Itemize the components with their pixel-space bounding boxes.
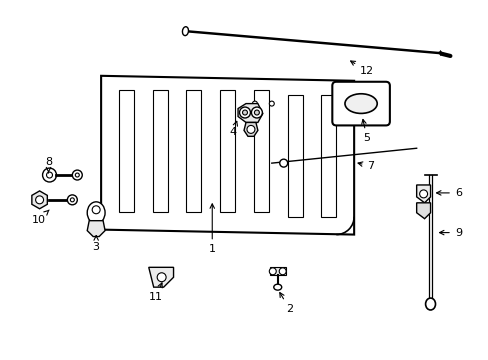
Text: 11: 11 xyxy=(148,283,163,302)
Polygon shape xyxy=(220,90,235,212)
Polygon shape xyxy=(101,76,353,235)
Circle shape xyxy=(269,268,276,275)
Circle shape xyxy=(246,125,254,133)
Circle shape xyxy=(42,168,56,182)
Text: 10: 10 xyxy=(32,210,49,225)
Text: 6: 6 xyxy=(436,188,461,198)
Circle shape xyxy=(242,110,247,115)
Polygon shape xyxy=(152,90,167,212)
Text: 9: 9 xyxy=(439,228,461,238)
Polygon shape xyxy=(253,90,268,212)
Polygon shape xyxy=(32,191,47,209)
Circle shape xyxy=(36,196,43,204)
Ellipse shape xyxy=(344,94,376,113)
Polygon shape xyxy=(238,104,263,122)
Ellipse shape xyxy=(425,298,435,310)
Polygon shape xyxy=(287,95,302,217)
Polygon shape xyxy=(87,221,105,237)
Circle shape xyxy=(92,206,100,214)
Text: 12: 12 xyxy=(350,61,373,76)
Polygon shape xyxy=(269,267,285,275)
Ellipse shape xyxy=(182,27,188,36)
Circle shape xyxy=(70,198,74,202)
Circle shape xyxy=(46,172,52,178)
Polygon shape xyxy=(186,90,201,212)
FancyBboxPatch shape xyxy=(332,82,389,125)
Polygon shape xyxy=(416,185,429,203)
Polygon shape xyxy=(321,95,336,217)
Text: 5: 5 xyxy=(361,120,370,143)
Circle shape xyxy=(67,195,77,205)
Circle shape xyxy=(157,273,166,282)
Text: 7: 7 xyxy=(357,161,374,171)
Circle shape xyxy=(251,107,262,118)
Ellipse shape xyxy=(273,284,281,290)
Text: 4: 4 xyxy=(229,121,237,138)
Text: 8: 8 xyxy=(45,157,52,173)
Text: 2: 2 xyxy=(279,293,293,314)
Polygon shape xyxy=(119,90,134,212)
Circle shape xyxy=(419,190,427,198)
Circle shape xyxy=(75,173,79,177)
Polygon shape xyxy=(148,267,173,287)
Text: 1: 1 xyxy=(208,204,215,255)
Circle shape xyxy=(279,268,285,275)
Circle shape xyxy=(279,159,287,167)
Polygon shape xyxy=(416,203,429,219)
Ellipse shape xyxy=(87,202,105,224)
Text: 3: 3 xyxy=(92,236,100,252)
Circle shape xyxy=(269,101,274,106)
Circle shape xyxy=(72,170,82,180)
Circle shape xyxy=(254,110,259,115)
Polygon shape xyxy=(244,122,257,136)
Circle shape xyxy=(239,107,250,118)
Circle shape xyxy=(252,101,257,106)
